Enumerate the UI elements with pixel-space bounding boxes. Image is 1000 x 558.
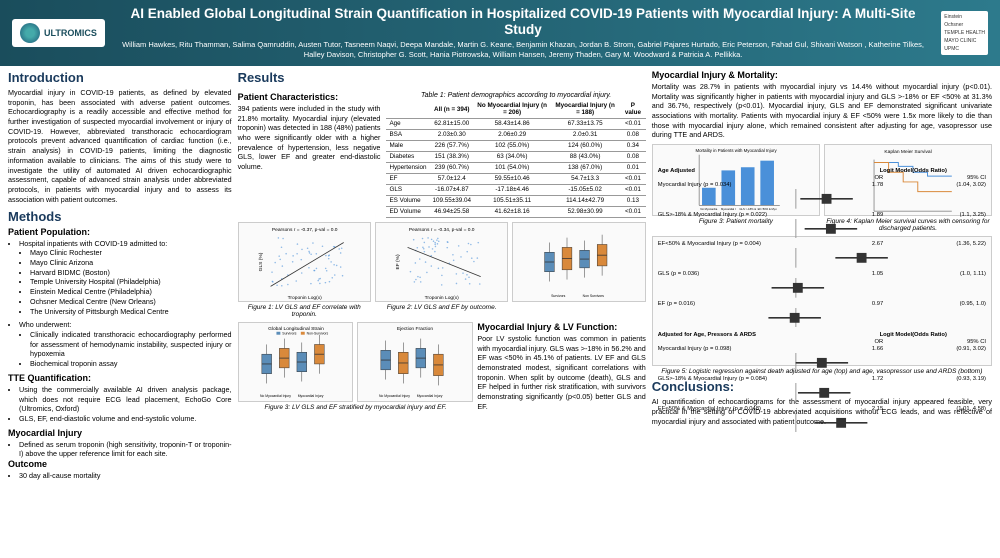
site-list: Mayo Clinic RochesterMayo Clinic Arizona… bbox=[8, 248, 232, 316]
forest-plot: Age AdjustedLogit Model(Odds Ratio)OR95%… bbox=[652, 236, 992, 366]
svg-text:Pearsons r = -0.34, p-val = 0.: Pearsons r = -0.34, p-val = 0.0 bbox=[409, 227, 475, 233]
lv-text: Poor LV systolic function was common in … bbox=[477, 334, 645, 412]
svg-text:Ejection Fraction: Ejection Fraction bbox=[397, 326, 433, 332]
demographics-table: All (n = 394)No Myocardial Injury (n = 2… bbox=[386, 101, 645, 218]
poster-header: ULTROMICS AI Enabled Global Longitudinal… bbox=[0, 0, 1000, 66]
table1-title: Table 1: Patient demographics according … bbox=[386, 92, 645, 99]
svg-text:No Myocardial Injury: No Myocardial Injury bbox=[260, 394, 291, 398]
svg-text:Troponin Log(x): Troponin Log(x) bbox=[287, 295, 322, 301]
intro-text: Myocardial injury in COVID-19 patients, … bbox=[8, 88, 232, 205]
pp-heading: Patient Population: bbox=[8, 227, 232, 237]
fig2-caption: Figure 2: LV GLS and EF by outcome. bbox=[375, 304, 508, 311]
svg-text:Survivors: Survivors bbox=[282, 332, 296, 336]
svg-text:Kaplan Meier Survival: Kaplan Meier Survival bbox=[884, 149, 931, 155]
svg-text:GLS (%): GLS (%) bbox=[257, 252, 263, 271]
boxplot-ef-stratified: Ejection Fraction No Myocardial Injury Myo… bbox=[357, 322, 473, 402]
who-head: Who underwent: bbox=[19, 320, 232, 330]
results-heading: Results bbox=[238, 70, 646, 85]
svg-text:Survivors: Survivors bbox=[552, 294, 566, 298]
pp-intro: Hospital inpatients with COVID-19 admitt… bbox=[19, 239, 232, 249]
authors: William Hawkes, Ritu Thamman, Salima Qam… bbox=[115, 40, 931, 60]
poster-title: AI Enabled Global Longitudinal Strain Qu… bbox=[115, 6, 931, 38]
boxplot-outcome: Survivors Non Survivors bbox=[512, 222, 645, 302]
svg-text:EF (%): EF (%) bbox=[395, 254, 401, 269]
pc-text: 394 patients were included in the study … bbox=[238, 104, 381, 172]
sponsor-logos: Einstein Ochsner TEMPLE HEALTH MAYO CLIN… bbox=[941, 11, 988, 55]
fig3-caption: Figure 3: LV GLS and EF stratified by my… bbox=[238, 404, 474, 411]
lv-head: Myocardial Injury & LV Function: bbox=[477, 322, 645, 332]
svg-text:No Myocardial Injury: No Myocardial Injury bbox=[379, 394, 410, 398]
pc-head: Patient Characteristics: bbox=[238, 92, 381, 102]
svg-text:Troponin Log(x): Troponin Log(x) bbox=[425, 295, 460, 301]
svg-text:Mortality in Patients with Myo: Mortality in Patients with Myocardial In… bbox=[695, 148, 777, 153]
svg-text:Non-Survivors: Non-Survivors bbox=[306, 332, 328, 336]
scatter-gls: Pearsons r = -0.37, p-val = 0.0 GLS (%) … bbox=[238, 222, 371, 302]
svg-text:Myocardial Injury: Myocardial Injury bbox=[417, 394, 443, 398]
svg-text:Myocardial Injury: Myocardial Injury bbox=[297, 394, 323, 398]
mi-head: Myocardial Injury bbox=[8, 428, 232, 438]
mm-head: Myocardial Injury & Mortality: bbox=[652, 70, 992, 80]
mm-text: Mortality was 28.7% in patients with myo… bbox=[652, 82, 992, 140]
svg-text:Non Survivors: Non Survivors bbox=[583, 294, 605, 298]
svg-text:Pearsons r = -0.37, p-val = 0.: Pearsons r = -0.37, p-val = 0.0 bbox=[271, 227, 337, 233]
fig1-caption: Figure 1: LV GLS and EF correlate with t… bbox=[238, 304, 371, 318]
logo-text: ULTROMICS bbox=[44, 28, 97, 38]
intro-heading: Introduction bbox=[8, 70, 232, 85]
boxplot-gls-stratified: Global Longitudinal StrainSurvivorsNon-S… bbox=[238, 322, 354, 402]
poster-body: Introduction Myocardial injury in COVID-… bbox=[0, 66, 1000, 544]
out-head: Outcome bbox=[8, 459, 232, 469]
logo-icon bbox=[20, 23, 40, 43]
scatter-ef: Pearsons r = -0.34, p-val = 0.0 EF (%) T… bbox=[375, 222, 508, 302]
methods-heading: Methods bbox=[8, 209, 232, 224]
tte-head: TTE Quantification: bbox=[8, 373, 232, 383]
logo: ULTROMICS bbox=[12, 19, 105, 47]
